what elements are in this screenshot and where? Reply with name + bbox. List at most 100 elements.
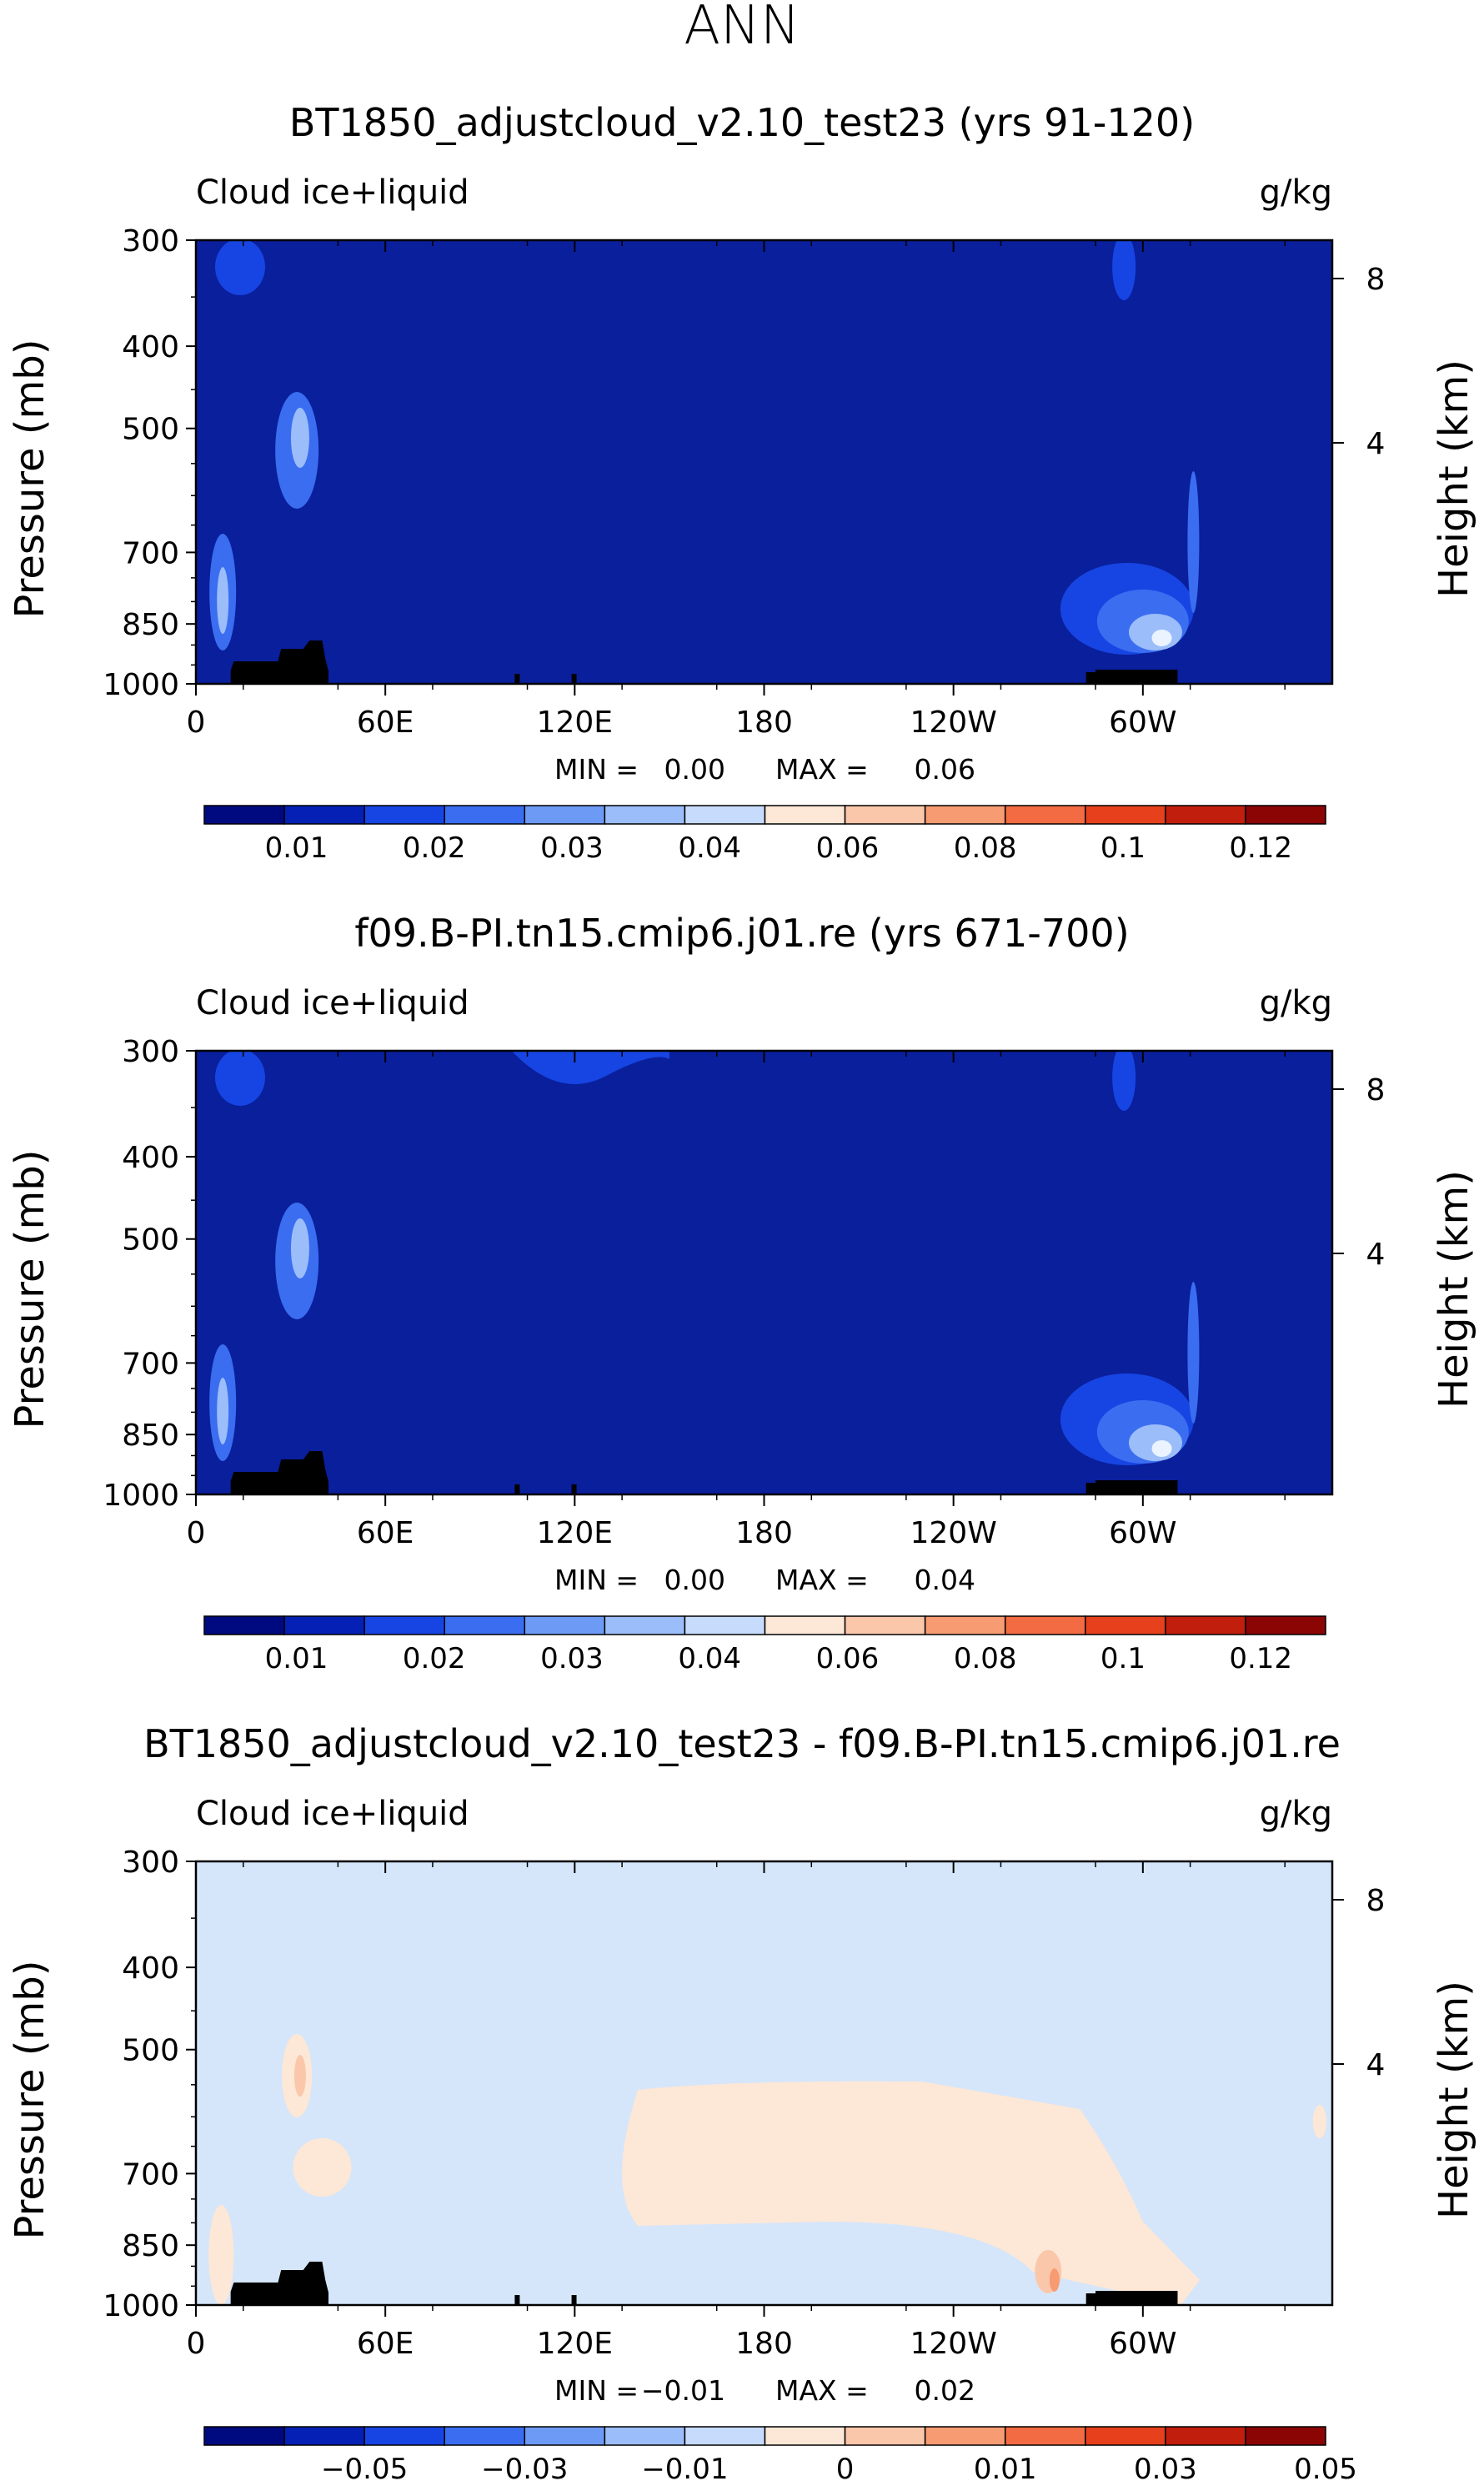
y-tick-label: 1000	[103, 2289, 179, 2323]
x-tick-label: 60E	[357, 2327, 414, 2361]
cloud-feature-upper-west	[215, 240, 265, 295]
colorbar-box	[924, 1615, 1006, 1635]
contour-field	[196, 240, 1332, 684]
topography-south-america	[1085, 2291, 1178, 2305]
y-tick-label: 850	[122, 608, 179, 642]
colorbar-label: 0.06	[816, 1642, 880, 1675]
colorbar-label: 0.06	[816, 831, 880, 865]
units-label: g/kg	[1260, 984, 1332, 1022]
y2-axis-label: Height (km)	[1431, 1170, 1477, 1409]
y2-tick-label: 4	[1366, 1238, 1386, 1272]
min-label: MIN =	[554, 1564, 639, 1596]
topography-africa	[230, 640, 329, 684]
diff-positive-indian	[293, 2138, 352, 2197]
colorbar-box	[1085, 2426, 1166, 2446]
cloud-feature-andes	[1187, 471, 1200, 613]
colorbar-label: −0.01	[641, 2453, 728, 2481]
x-tick-label: 60W	[1109, 706, 1176, 740]
min-label: MIN =	[554, 753, 639, 786]
colorbar-label: 0.04	[678, 831, 741, 865]
topography-africa	[230, 1451, 329, 1494]
topography-sumatra	[514, 2295, 520, 2305]
colorbar-box	[1165, 1615, 1246, 1635]
max-label: MAX =	[775, 1564, 869, 1596]
y-tick-label: 850	[122, 2229, 179, 2263]
colorbar-label: 0.1	[1100, 831, 1146, 865]
colorbar-box	[524, 805, 606, 825]
colorbar-box	[684, 805, 766, 825]
topography-borneo	[571, 674, 577, 684]
max-value: 0.04	[915, 1564, 975, 1596]
colorbar-box	[1004, 1615, 1086, 1635]
x-tick-label: 120E	[537, 1516, 613, 1550]
colorbar-box	[363, 1615, 445, 1635]
max-value: 0.02	[915, 2374, 975, 2407]
x-tick-label: 120E	[537, 2327, 613, 2361]
colorbar-label: 0.02	[403, 831, 466, 865]
cloud-feature-peru-core	[1151, 630, 1172, 646]
colorbar-label: 0.08	[954, 831, 1017, 865]
colorbar-box	[1245, 1615, 1326, 1635]
colorbar-box	[1165, 2426, 1246, 2446]
colorbar-box	[844, 1615, 926, 1635]
topography-south-america	[1085, 670, 1178, 684]
colorbar-box	[1245, 2426, 1326, 2446]
colorbar-box	[924, 805, 1006, 825]
cloud-feature-africa-low-core	[217, 567, 229, 634]
colorbar-box	[844, 805, 926, 825]
cloud-feature-andes	[1187, 1282, 1200, 1424]
topography-africa	[230, 2262, 329, 2305]
variable-label: Cloud ice+liquid	[196, 984, 469, 1022]
y-tick-label: 700	[122, 2157, 179, 2192]
y-axis-label: Pressure (mb)	[7, 339, 53, 619]
colorbar-label: −0.03	[481, 2453, 568, 2481]
diff-positive-central	[622, 2081, 1200, 2305]
colorbar-box	[524, 2426, 606, 2446]
page-title: ANN	[684, 0, 800, 57]
x-tick-label: 120W	[910, 1516, 997, 1550]
y2-tick-label: 8	[1366, 263, 1386, 297]
x-tick-label: 120E	[537, 706, 613, 740]
variable-label: Cloud ice+liquid	[196, 1795, 469, 1833]
cloud-feature-upper-center	[511, 1051, 669, 1084]
cloud-feature-upper-west	[215, 1051, 265, 1106]
min-value: −0.01	[641, 2374, 725, 2407]
colorbar-box	[764, 2426, 846, 2446]
colorbar-box	[1165, 805, 1246, 825]
min-value: 0.00	[664, 1564, 725, 1596]
colorbar-box	[363, 805, 445, 825]
x-tick-label: 0	[187, 706, 206, 740]
cloud-feature-upper-east	[1112, 240, 1136, 300]
y2-tick-label: 8	[1366, 1073, 1386, 1107]
colorbar-box	[604, 805, 686, 825]
colorbar-box	[444, 805, 526, 825]
colorbar-box	[203, 2426, 285, 2446]
colorbar-label: 0.01	[974, 2453, 1037, 2481]
colorbar-label: 0.08	[954, 1642, 1017, 1675]
colorbar-box	[844, 2426, 926, 2446]
max-value: 0.06	[915, 753, 975, 786]
min-value: 0.00	[664, 753, 725, 786]
colorbar-box	[764, 805, 846, 825]
colorbar-label: 0.04	[678, 1642, 741, 1675]
colorbar-box	[604, 2426, 686, 2446]
y2-axis-label: Height (km)	[1431, 359, 1477, 598]
colorbar-box	[203, 805, 285, 825]
chart-panel-3: BT1850_adjustcloud_v2.10_test23 - f09.B-…	[7, 1721, 1477, 2481]
y2-axis-label: Height (km)	[1431, 1981, 1477, 2219]
y-tick-label: 500	[122, 413, 179, 447]
chart-panel-2: f09.B-PI.tn15.cmip6.j01.re (yrs 671-700)…	[7, 911, 1477, 1675]
colorbar-box	[203, 1615, 285, 1635]
colorbar-label: 0.02	[403, 1642, 466, 1675]
topography-sumatra	[514, 674, 520, 684]
colorbar-label: 0.03	[540, 831, 604, 865]
x-tick-label: 60E	[357, 706, 414, 740]
colorbar-box	[1085, 1615, 1166, 1635]
chart-panel-1: BT1850_adjustcloud_v2.10_test23 (yrs 91-…	[7, 100, 1477, 865]
colorbar-box	[924, 2426, 1006, 2446]
y-tick-label: 850	[122, 1419, 179, 1453]
cloud-feature-africa-low-core	[217, 1378, 229, 1444]
colorbar-label: 0.12	[1229, 831, 1292, 865]
colorbar-label: −0.05	[321, 2453, 408, 2481]
cloud-feature-upper-east	[1112, 1051, 1136, 1111]
